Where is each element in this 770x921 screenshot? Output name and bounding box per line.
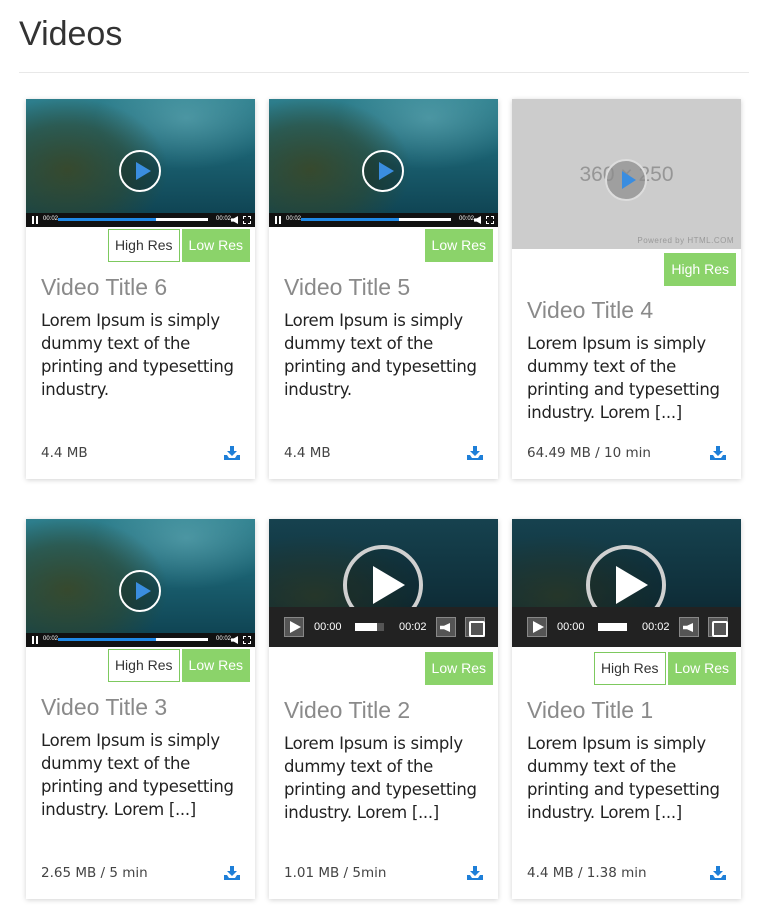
player-controls: 00:02 00:02	[269, 213, 498, 227]
player-controls: 00:00 00:02	[512, 607, 741, 647]
download-icon[interactable]	[466, 865, 484, 881]
fullscreen-icon[interactable]	[465, 617, 485, 637]
low-res-button[interactable]: Low Res	[181, 229, 250, 262]
time-current: 00:00	[314, 621, 342, 633]
progress-bar[interactable]	[598, 623, 627, 631]
video-title: Video Title 6	[41, 274, 168, 300]
high-res-button[interactable]: High Res	[664, 253, 736, 286]
video-title: Video Title 2	[284, 697, 411, 723]
resolution-badges: High Res	[664, 253, 736, 286]
video-description: Lorem Ipsum is simply dummy text of the …	[284, 734, 477, 822]
video-card-6: 00:02 00:02 High Res Low Res Video Title…	[26, 99, 255, 479]
video-card-5: 00:02 00:02 Low Res Video Title 5 Lorem …	[269, 99, 498, 479]
low-res-button[interactable]: Low Res	[667, 652, 736, 685]
time-current: 00:00	[557, 621, 585, 633]
download-icon[interactable]	[709, 445, 727, 461]
volume-icon[interactable]	[436, 617, 456, 637]
video-player[interactable]: 00:02 00:02	[26, 99, 255, 227]
time-duration: 00:02	[399, 621, 427, 633]
video-title: Video Title 5	[284, 274, 411, 300]
fullscreen-icon[interactable]	[243, 216, 251, 224]
download-icon[interactable]	[223, 865, 241, 881]
download-icon[interactable]	[709, 865, 727, 881]
fullscreen-icon[interactable]	[243, 636, 251, 644]
progress-bar[interactable]	[58, 638, 208, 641]
time-current: 00:02	[43, 636, 59, 642]
time-duration: 00:02	[642, 621, 670, 633]
video-placeholder[interactable]: 360 × 250 Powered by HTML.COM	[512, 99, 741, 249]
volume-icon[interactable]	[231, 216, 238, 224]
high-res-button[interactable]: High Res	[107, 649, 180, 682]
progress-bar[interactable]	[58, 218, 208, 221]
resolution-badges: Low Res	[424, 229, 493, 262]
video-description: Lorem Ipsum is simply dummy text of the …	[284, 311, 477, 399]
play-button-icon[interactable]	[527, 617, 547, 637]
progress-bar[interactable]	[355, 623, 384, 631]
fullscreen-icon[interactable]	[708, 617, 728, 637]
video-title: Video Title 4	[527, 297, 654, 323]
low-res-button[interactable]: Low Res	[424, 652, 493, 685]
video-meta: 4.4 MB / 1.38 min	[527, 865, 647, 881]
fullscreen-icon[interactable]	[486, 216, 494, 224]
play-button-icon[interactable]	[284, 617, 304, 637]
time-duration: 00:02	[216, 636, 232, 642]
volume-icon[interactable]	[231, 636, 238, 644]
pause-icon[interactable]	[32, 216, 38, 224]
play-icon[interactable]	[119, 150, 161, 192]
video-title: Video Title 1	[527, 697, 654, 723]
progress-bar[interactable]	[301, 218, 451, 221]
low-res-button[interactable]: Low Res	[181, 649, 250, 682]
download-icon[interactable]	[223, 445, 241, 461]
video-meta: 2.65 MB / 5 min	[41, 865, 148, 881]
video-card-1: 00:00 00:02 High Res Low Res Video Title…	[512, 519, 741, 899]
video-description: Lorem Ipsum is simply dummy text of the …	[527, 734, 720, 822]
play-icon[interactable]	[362, 150, 404, 192]
page-title: Videos	[19, 15, 123, 53]
video-title: Video Title 3	[41, 694, 168, 720]
video-description: Lorem Ipsum is simply dummy text of the …	[41, 311, 234, 399]
video-card-4: 360 × 250 Powered by HTML.COM High Res V…	[512, 99, 741, 479]
high-res-button[interactable]: High Res	[107, 229, 180, 262]
play-icon[interactable]	[605, 159, 647, 201]
pause-icon[interactable]	[32, 636, 38, 644]
volume-icon[interactable]	[474, 216, 481, 224]
resolution-badges: High Res Low Res	[107, 229, 250, 262]
time-duration: 00:02	[216, 216, 232, 222]
resolution-badges: Low Res	[424, 652, 493, 685]
volume-icon[interactable]	[679, 617, 699, 637]
download-icon[interactable]	[466, 445, 484, 461]
video-description: Lorem Ipsum is simply dummy text of the …	[41, 731, 234, 819]
time-current: 00:02	[43, 216, 59, 222]
video-meta: 4.4 MB	[41, 445, 88, 461]
time-current: 00:02	[286, 216, 302, 222]
video-card-2: 00:00 00:02 Low Res Video Title 2 Lorem …	[269, 519, 498, 899]
video-player[interactable]: 00:00 00:02	[512, 519, 741, 647]
video-meta: 64.49 MB / 10 min	[527, 445, 651, 461]
player-controls: 00:00 00:02	[269, 607, 498, 647]
video-player[interactable]: 00:02 00:02	[269, 99, 498, 227]
video-description: Lorem Ipsum is simply dummy text of the …	[527, 334, 720, 422]
powered-by-label: Powered by HTML.COM	[637, 236, 734, 245]
time-duration: 00:02	[459, 216, 475, 222]
resolution-badges: High Res Low Res	[107, 649, 250, 682]
pause-icon[interactable]	[275, 216, 281, 224]
resolution-badges: High Res Low Res	[593, 652, 736, 685]
video-meta: 1.01 MB / 5min	[284, 865, 387, 881]
player-controls: 00:02 00:02	[26, 213, 255, 227]
video-player[interactable]: 00:00 00:02	[269, 519, 498, 647]
video-meta: 4.4 MB	[284, 445, 331, 461]
player-controls: 00:02 00:02	[26, 633, 255, 647]
video-card-3: 00:02 00:02 High Res Low Res Video Title…	[26, 519, 255, 899]
play-icon[interactable]	[119, 570, 161, 612]
video-player[interactable]: 00:02 00:02	[26, 519, 255, 647]
title-divider	[19, 72, 749, 73]
low-res-button[interactable]: Low Res	[424, 229, 493, 262]
high-res-button[interactable]: High Res	[593, 652, 666, 685]
